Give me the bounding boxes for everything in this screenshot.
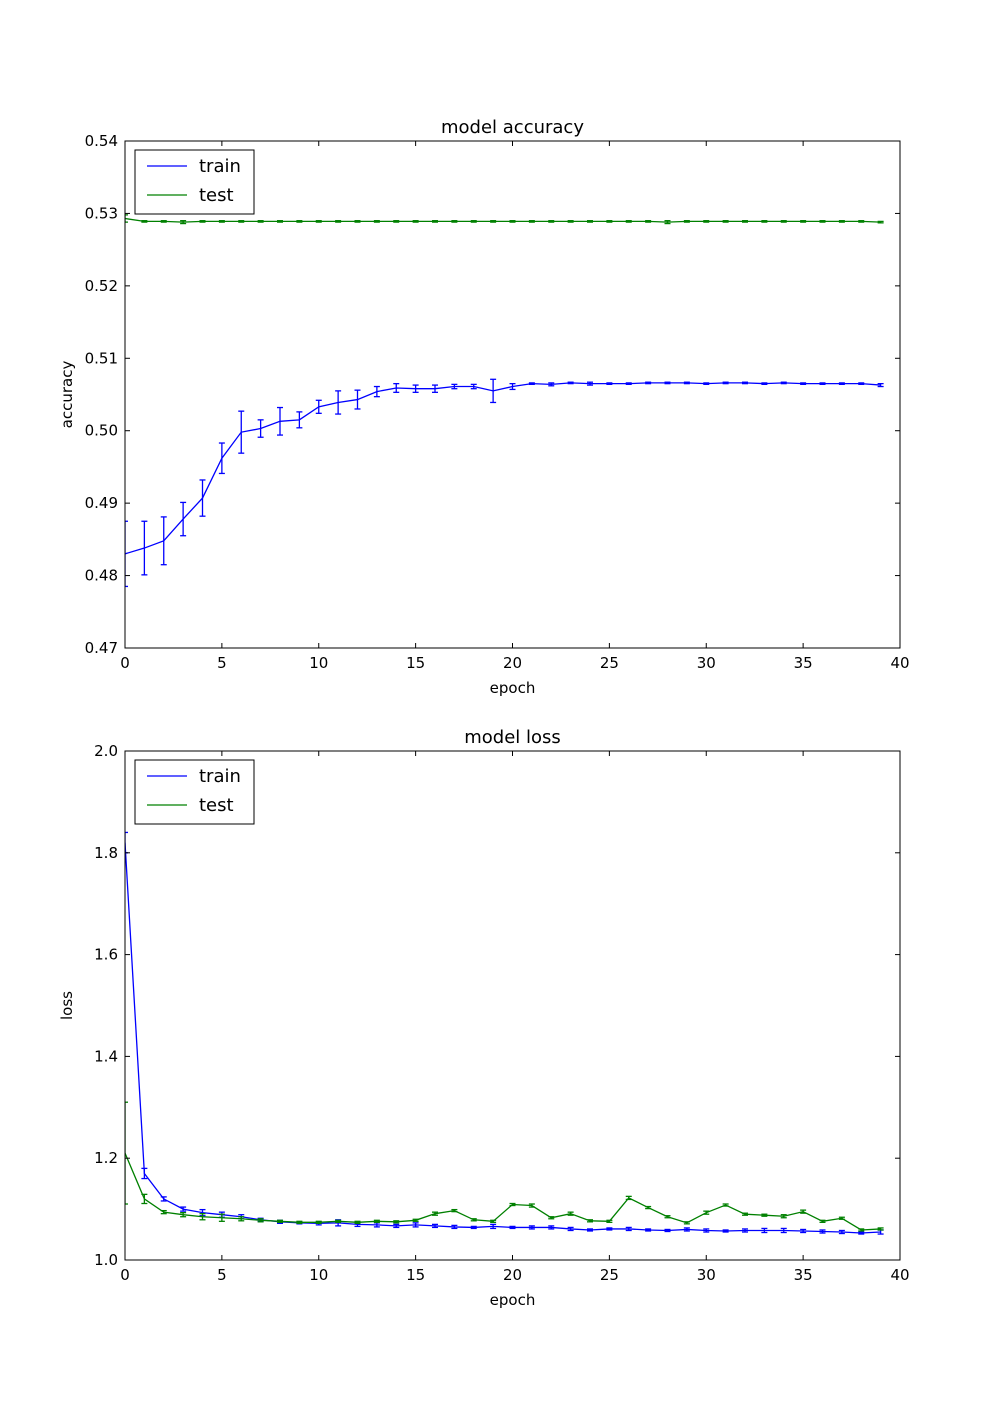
- legend-entry-train: train: [199, 156, 241, 177]
- legend-entry-test: test: [199, 795, 234, 816]
- y-tick-label: 1.0: [94, 1251, 118, 1269]
- x-tick-label: 10: [309, 654, 328, 672]
- x-tick-label: 15: [406, 654, 425, 672]
- x-tick-label: 15: [406, 1266, 425, 1284]
- y-tick-label: 0.49: [85, 494, 118, 512]
- y-tick-label: 1.2: [94, 1149, 118, 1167]
- axes-frame: [124, 750, 901, 1261]
- series-test: [125, 214, 884, 225]
- legend-entry-test: test: [199, 185, 234, 206]
- legend-entry-train: train: [199, 766, 241, 787]
- y-axis-label: accuracy: [58, 361, 76, 429]
- x-tick-label: 20: [503, 654, 522, 672]
- y-tick-label: 0.51: [85, 349, 118, 367]
- y-tick-label: 0.53: [85, 204, 118, 222]
- y-tick-label: 1.6: [94, 946, 118, 964]
- x-tick-label: 30: [697, 654, 716, 672]
- x-axis-label: epoch: [490, 679, 536, 697]
- y-tick-label: 0.52: [85, 277, 118, 295]
- y-tick-label: 1.8: [94, 844, 118, 862]
- x-tick-label: 25: [600, 654, 619, 672]
- legend: train test: [134, 759, 255, 825]
- x-axis-label: epoch: [490, 1291, 536, 1309]
- x-tick-label: 40: [890, 1266, 909, 1284]
- x-tick-label: 0: [120, 654, 130, 672]
- chart-loss: 0 5 10 15 20 25 30 35 40 1.0 1.2 1.4 1.6 1.8 2.0 model …: [58, 727, 910, 1309]
- y-tick-label: 0.50: [85, 422, 118, 440]
- chart-title: model accuracy: [441, 117, 584, 138]
- y-tick-label: 2.0: [94, 742, 118, 760]
- x-tick-label: 10: [309, 1266, 328, 1284]
- series-train: [125, 831, 884, 1235]
- series-test: [125, 1101, 884, 1232]
- y-tick-label: 0.47: [85, 639, 118, 657]
- x-tick-label: 5: [217, 1266, 227, 1284]
- y-axis-label: loss: [58, 991, 76, 1020]
- x-tick-label: 20: [503, 1266, 522, 1284]
- chart-title: model loss: [464, 727, 561, 748]
- x-tick-label: 35: [794, 1266, 813, 1284]
- y-tick-label: 0.48: [85, 567, 118, 585]
- x-tick-label: 0: [120, 1266, 130, 1284]
- chart-accuracy: 0 5 10 15 20 25 30 35 40 0.47 0.48 0.49 0.50 0.51 0.52…: [58, 117, 910, 697]
- axes-frame: [124, 140, 901, 649]
- x-tick-label: 5: [217, 654, 227, 672]
- y-tick-label: 0.54: [85, 132, 118, 150]
- x-tick-label: 35: [794, 654, 813, 672]
- series-train: [125, 378, 884, 588]
- x-tick-label: 40: [890, 654, 909, 672]
- x-tick-label: 25: [600, 1266, 619, 1284]
- legend: train test: [134, 149, 255, 215]
- y-tick-label: 1.4: [94, 1047, 118, 1065]
- x-tick-label: 30: [697, 1266, 716, 1284]
